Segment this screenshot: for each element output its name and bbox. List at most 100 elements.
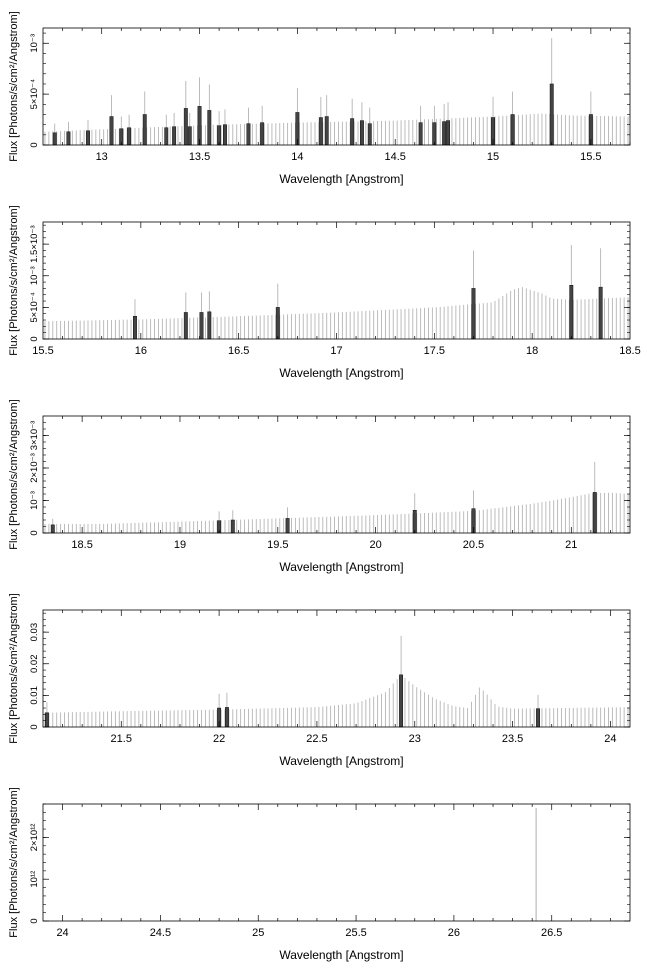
x-tick-label: 13.5	[189, 151, 210, 163]
emission-line-bar	[199, 312, 204, 340]
panel-5: 24 24.5 25 25.5 26 26.5 0 10¹² 2×10¹² Wavelength …	[8, 787, 631, 962]
x-tick-label: 19.5	[267, 539, 288, 551]
emission-line-bar	[246, 123, 251, 146]
y-axis-label: Flux [Photons/s/cm²/Angstrom]	[8, 593, 20, 743]
y-tick-label: 0	[29, 142, 40, 147]
x-tick-label: 18.5	[619, 345, 640, 357]
emission-line-bar	[442, 121, 447, 146]
x-tick-label: 15	[487, 151, 499, 163]
x-tick-label: 17.5	[424, 345, 445, 357]
panel-1: 13 13.5 14 14.5 15 15.5 0 5×10⁻⁴ 10⁻³ Wavelength …	[8, 11, 631, 186]
y-tick-label: 10⁻³	[29, 34, 40, 53]
x-tick-label: 25	[252, 927, 264, 939]
y-tick-label: 2×10¹²	[29, 824, 40, 852]
x-tick-label: 16.5	[228, 345, 249, 357]
x-tick-label: 23.5	[502, 733, 523, 745]
y-tick-label: 10⁻³	[29, 491, 40, 510]
y-tick-label: 10⁻³	[29, 266, 40, 285]
x-axis-label: Wavelength [Angstrom]	[279, 948, 403, 962]
emission-line-bar	[399, 674, 404, 728]
emission-line-bar	[133, 315, 137, 340]
x-tick-label: 14	[291, 151, 303, 163]
emission-line-bar	[109, 116, 114, 146]
emission-line-bar	[275, 307, 280, 340]
emission-line-bar	[324, 116, 329, 146]
x-tick-label: 14.5	[384, 151, 405, 163]
y-tick-label: 5×10⁻⁴	[29, 292, 40, 323]
emission-line-bar	[50, 524, 55, 534]
x-tick-label: 23	[409, 733, 421, 745]
plot-frame	[42, 803, 631, 922]
emission-line-bar	[127, 127, 132, 146]
y-axis-label: Flux [Photons/s/cm²/Angstrom]	[8, 205, 20, 355]
x-tick-label: 24.5	[150, 927, 171, 939]
emission-line-bar	[432, 122, 437, 146]
emission-line-bar	[142, 114, 147, 146]
emission-line-bar	[86, 130, 90, 146]
x-tick-label: 25.5	[345, 927, 366, 939]
y-tick-label: 0.02	[29, 655, 40, 674]
x-tick-label: 22.5	[306, 733, 327, 745]
emission-line-bar	[350, 118, 355, 146]
x-tick-label: 26.5	[541, 927, 562, 939]
panel-2: 15.5 16 16.5 17 17.5 18 18.5 0 5×10⁻⁴ 10⁻³ 1.5×10⁻…	[8, 205, 641, 380]
emission-line-bar	[412, 510, 417, 534]
x-tick-label: 22	[213, 733, 225, 745]
x-tick-label: 13	[96, 151, 108, 163]
emission-line-bar	[569, 284, 574, 340]
y-tick-label: 5×10⁻⁴	[29, 79, 40, 110]
y-tick-label: 0.03	[29, 623, 40, 642]
emission-line-bar	[592, 492, 597, 534]
y-tick-label: 10¹²	[29, 871, 40, 888]
emission-line-bar	[230, 519, 235, 534]
emission-line-bar	[549, 83, 554, 146]
x-tick-label: 24	[604, 733, 616, 745]
emission-line-bar	[598, 286, 603, 340]
x-tick-label: 20	[370, 539, 382, 551]
emission-line-bar	[446, 120, 450, 146]
x-axis-label: Wavelength [Angstrom]	[279, 560, 403, 574]
x-tick-label: 17	[330, 345, 342, 357]
x-tick-label: 15.5	[32, 345, 53, 357]
panel-4: 21.5 22 22.5 23 23.5 24 0 0.01 0.02 0.03 Wavelengt…	[8, 593, 631, 768]
y-tick-label: 1.5×10⁻³	[29, 225, 40, 263]
emission-line-bar	[367, 123, 372, 146]
y-tick-label: 0	[29, 724, 40, 729]
emission-line-bar	[187, 126, 192, 146]
emission-line-bar	[52, 132, 57, 146]
emission-line-bar	[164, 127, 169, 146]
emission-line-bar	[224, 707, 229, 728]
y-axis-label: Flux [Photons/s/cm²/Angstrom]	[8, 787, 20, 937]
emission-line-bar	[318, 117, 323, 146]
x-axis-label: Wavelength [Angstrom]	[279, 172, 403, 186]
emission-line-bar	[44, 712, 49, 728]
y-tick-label: 0	[29, 336, 40, 341]
y-tick-label: 2×10⁻³	[29, 453, 40, 483]
emission-line-bar	[183, 108, 188, 146]
x-tick-label: 16	[135, 345, 147, 357]
x-tick-label: 18	[526, 345, 538, 357]
y-tick-label: 0	[29, 530, 40, 535]
panel-3: 18.5 19 19.5 20 20.5 21 0 10⁻³ 2×10⁻³ 3×10⁻³ Wavel…	[8, 399, 631, 574]
x-tick-label: 20.5	[463, 539, 484, 551]
x-tick-label: 19	[174, 539, 186, 551]
x-axis-label: Wavelength [Angstrom]	[279, 366, 403, 380]
y-tick-label: 0	[29, 918, 40, 923]
x-tick-label: 18.5	[71, 539, 92, 551]
emission-line-bar	[172, 126, 177, 146]
emission-line-bar	[510, 114, 515, 146]
emission-line-bar	[285, 518, 290, 534]
y-axis-label: Flux [Photons/s/cm²/Angstrom]	[8, 399, 20, 549]
x-tick-label: 26	[448, 927, 460, 939]
y-tick-label: 0.01	[29, 686, 40, 705]
emission-line-bar	[207, 110, 212, 146]
emission-line-bar	[536, 708, 540, 728]
y-axis-label: Flux [Photons/s/cm²/Angstrom]	[8, 11, 20, 161]
x-tick-label: 21	[565, 539, 577, 551]
emission-line-bar	[66, 131, 71, 146]
x-tick-label: 21.5	[111, 733, 132, 745]
emission-line-bar	[207, 311, 212, 340]
emission-line-bar	[418, 122, 423, 146]
